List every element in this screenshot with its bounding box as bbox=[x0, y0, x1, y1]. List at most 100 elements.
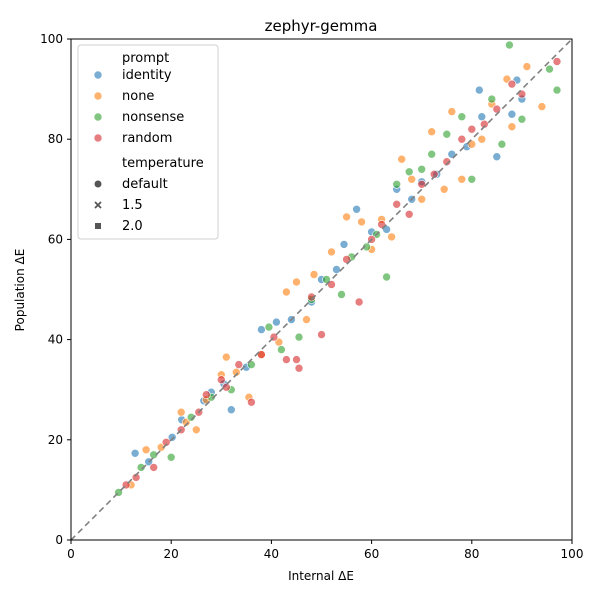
data-point-nonsense bbox=[149, 450, 158, 460]
data-point-none bbox=[282, 287, 291, 297]
data-point-random bbox=[467, 124, 477, 134]
data-point-identity bbox=[130, 448, 140, 458]
data-point-random bbox=[247, 397, 256, 407]
data-point-random bbox=[222, 382, 231, 392]
x-tick-label: 100 bbox=[561, 547, 584, 561]
data-point-none bbox=[309, 270, 319, 279]
data-point-random bbox=[234, 360, 244, 369]
data-point-random bbox=[149, 463, 158, 472]
data-point-nonsense bbox=[294, 332, 304, 342]
legend-label-random: random bbox=[122, 131, 172, 146]
data-point-random bbox=[294, 363, 304, 373]
data-point-none bbox=[141, 445, 151, 455]
data-point-identity bbox=[339, 240, 349, 249]
data-point-random bbox=[317, 330, 326, 339]
y-tick-label: 100 bbox=[40, 32, 63, 46]
data-point-nonsense bbox=[277, 345, 286, 354]
legend-label-temperature: default bbox=[122, 177, 168, 192]
data-point-identity bbox=[332, 265, 341, 274]
data-point-identity bbox=[257, 325, 266, 334]
legend-label-temperature: 2.0 bbox=[122, 219, 143, 234]
data-point-nonsense bbox=[427, 149, 437, 159]
data-point-none bbox=[397, 154, 407, 164]
data-point-identity bbox=[492, 152, 502, 161]
legend-marker-circle bbox=[94, 180, 102, 188]
data-point-none bbox=[427, 127, 437, 136]
legend-marker-random bbox=[93, 133, 103, 143]
data-point-identity bbox=[507, 109, 517, 119]
y-tick-label: 0 bbox=[55, 533, 63, 547]
data-point-identity bbox=[167, 432, 177, 442]
data-point-nonsense bbox=[517, 114, 527, 124]
data-point-random bbox=[392, 200, 402, 209]
x-tick-label: 40 bbox=[264, 547, 279, 561]
data-point-random bbox=[404, 210, 414, 219]
x-tick-label: 80 bbox=[464, 547, 479, 561]
data-point-none bbox=[537, 102, 547, 111]
data-point-identity bbox=[477, 112, 487, 121]
data-point-identity bbox=[474, 85, 484, 95]
data-point-none bbox=[477, 134, 487, 144]
data-point-random bbox=[479, 119, 489, 129]
data-point-none bbox=[292, 277, 301, 287]
data-point-identity bbox=[227, 405, 236, 415]
legend-style-title: temperature bbox=[122, 156, 204, 171]
data-point-random bbox=[552, 57, 562, 66]
data-point-random bbox=[131, 473, 141, 482]
data-point-nonsense bbox=[487, 94, 497, 104]
data-point-random bbox=[202, 390, 211, 400]
x-tick-label: 0 bbox=[67, 547, 75, 561]
data-point-identity bbox=[352, 205, 361, 214]
x-tick-label: 60 bbox=[364, 547, 379, 561]
data-point-nonsense bbox=[362, 242, 371, 252]
data-point-none bbox=[439, 185, 449, 194]
legend-hue-title: prompt bbox=[122, 51, 169, 66]
data-point-nonsense bbox=[505, 40, 514, 50]
data-point-nonsense bbox=[166, 452, 176, 462]
data-point-random bbox=[161, 437, 171, 447]
y-tick-label: 80 bbox=[48, 132, 63, 146]
chart-title: zephyr-gemma bbox=[265, 17, 378, 35]
data-point-nonsense bbox=[404, 167, 414, 177]
data-point-nonsense bbox=[186, 412, 196, 422]
data-point-random bbox=[442, 157, 452, 166]
data-point-nonsense bbox=[545, 64, 554, 74]
legend-label-nonsense: nonsense bbox=[122, 110, 184, 125]
data-point-random bbox=[457, 134, 467, 144]
legend-marker-none bbox=[93, 91, 103, 101]
plot-area bbox=[70, 38, 573, 541]
legend-marker-nonsense bbox=[93, 112, 103, 122]
data-point-nonsense bbox=[382, 272, 391, 282]
data-point-none bbox=[447, 107, 457, 116]
data-point-none bbox=[387, 232, 396, 242]
data-point-none bbox=[357, 217, 366, 227]
data-point-none bbox=[327, 247, 336, 257]
data-point-nonsense bbox=[136, 463, 146, 472]
data-point-none bbox=[507, 122, 517, 131]
y-tick-label: 40 bbox=[48, 333, 63, 347]
data-point-none bbox=[192, 425, 201, 435]
data-point-random bbox=[507, 79, 517, 89]
y-axis-label: Population ΔE bbox=[13, 249, 27, 332]
data-point-none bbox=[176, 407, 186, 417]
legend-marker-square bbox=[95, 223, 101, 229]
legend-label-none: none bbox=[122, 89, 154, 104]
x-axis-label: Internal ΔE bbox=[288, 569, 354, 583]
x-axis: 0 20 40 60 80 100 bbox=[67, 540, 583, 561]
data-point-random bbox=[282, 355, 291, 364]
data-point-none bbox=[407, 175, 417, 184]
data-point-none bbox=[457, 175, 467, 184]
data-point-nonsense bbox=[467, 175, 477, 184]
identity-reference-line bbox=[70, 38, 573, 541]
plot-frame bbox=[70, 38, 573, 541]
data-point-random bbox=[307, 292, 316, 302]
data-point-none bbox=[232, 367, 241, 377]
data-point-nonsense bbox=[337, 290, 346, 299]
data-point-none bbox=[302, 315, 311, 324]
legend-label-temperature: 1.5 bbox=[122, 198, 143, 213]
data-point-none bbox=[222, 352, 231, 362]
data-point-random bbox=[417, 180, 427, 189]
data-point-nonsense bbox=[457, 112, 467, 121]
data-point-random bbox=[217, 375, 226, 385]
